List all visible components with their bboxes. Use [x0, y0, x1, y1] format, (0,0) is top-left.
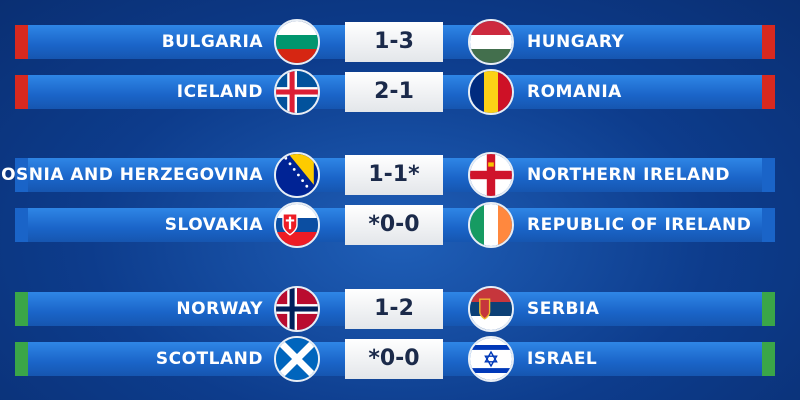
slovakia-flag-icon — [274, 202, 320, 248]
iceland-flag-icon — [274, 69, 320, 115]
home-team: BULGARIA — [161, 32, 263, 52]
serbia-flag-icon — [468, 286, 514, 332]
score-box: *0-0 — [345, 205, 443, 245]
match-row: BOSNIA AND HERZEGOVINA 1-1* NORTHERN IRE… — [0, 152, 775, 198]
northern-ireland-flag-icon — [468, 152, 514, 198]
score-box: 1-2 — [345, 289, 443, 329]
group-strip — [762, 25, 775, 59]
score-box: *0-0 — [345, 339, 443, 379]
away-team: NORTHERN IRELAND — [527, 165, 731, 185]
home-team: SLOVAKIA — [164, 215, 263, 235]
group-strip — [15, 158, 28, 192]
scotland-flag-icon — [274, 336, 320, 382]
away-team: HUNGARY — [527, 32, 625, 52]
match-row: ICELAND 2-1 ROMANIA — [15, 69, 775, 115]
group-strip — [15, 25, 28, 59]
norway-flag-icon — [274, 286, 320, 332]
score-box: 1-3 — [345, 22, 443, 62]
group-strip — [762, 208, 775, 242]
group-strip — [15, 292, 28, 326]
bulgaria-flag-icon — [274, 19, 320, 65]
group-strip — [762, 292, 775, 326]
bosnia-flag-icon — [274, 152, 320, 198]
group-strip — [762, 158, 775, 192]
home-team: BOSNIA AND HERZEGOVINA — [0, 165, 263, 185]
score-box: 2-1 — [345, 72, 443, 112]
match-row: BULGARIA 1-3 HUNGARY — [15, 19, 775, 65]
home-team: ICELAND — [176, 82, 263, 102]
romania-flag-icon — [468, 69, 514, 115]
group-strip — [15, 75, 28, 109]
away-team: SERBIA — [527, 299, 600, 319]
away-team: REPUBLIC OF IRELAND — [527, 215, 752, 235]
away-team: ROMANIA — [527, 82, 622, 102]
match-row: SLOVAKIA *0-0 REPUBLIC OF IRELAND — [15, 202, 775, 248]
away-team: ISRAEL — [527, 349, 598, 369]
israel-flag-icon — [468, 336, 514, 382]
match-row: NORWAY 1-2 SERBIA — [15, 286, 775, 332]
group-strip — [15, 342, 28, 376]
group-strip — [15, 208, 28, 242]
hungary-flag-icon — [468, 19, 514, 65]
home-team: NORWAY — [176, 299, 263, 319]
home-team: SCOTLAND — [155, 349, 263, 369]
score-box: 1-1* — [345, 155, 443, 195]
group-strip — [762, 75, 775, 109]
ireland-flag-icon — [468, 202, 514, 248]
match-row: SCOTLAND *0-0 ISRAEL — [15, 336, 775, 382]
group-strip — [762, 342, 775, 376]
